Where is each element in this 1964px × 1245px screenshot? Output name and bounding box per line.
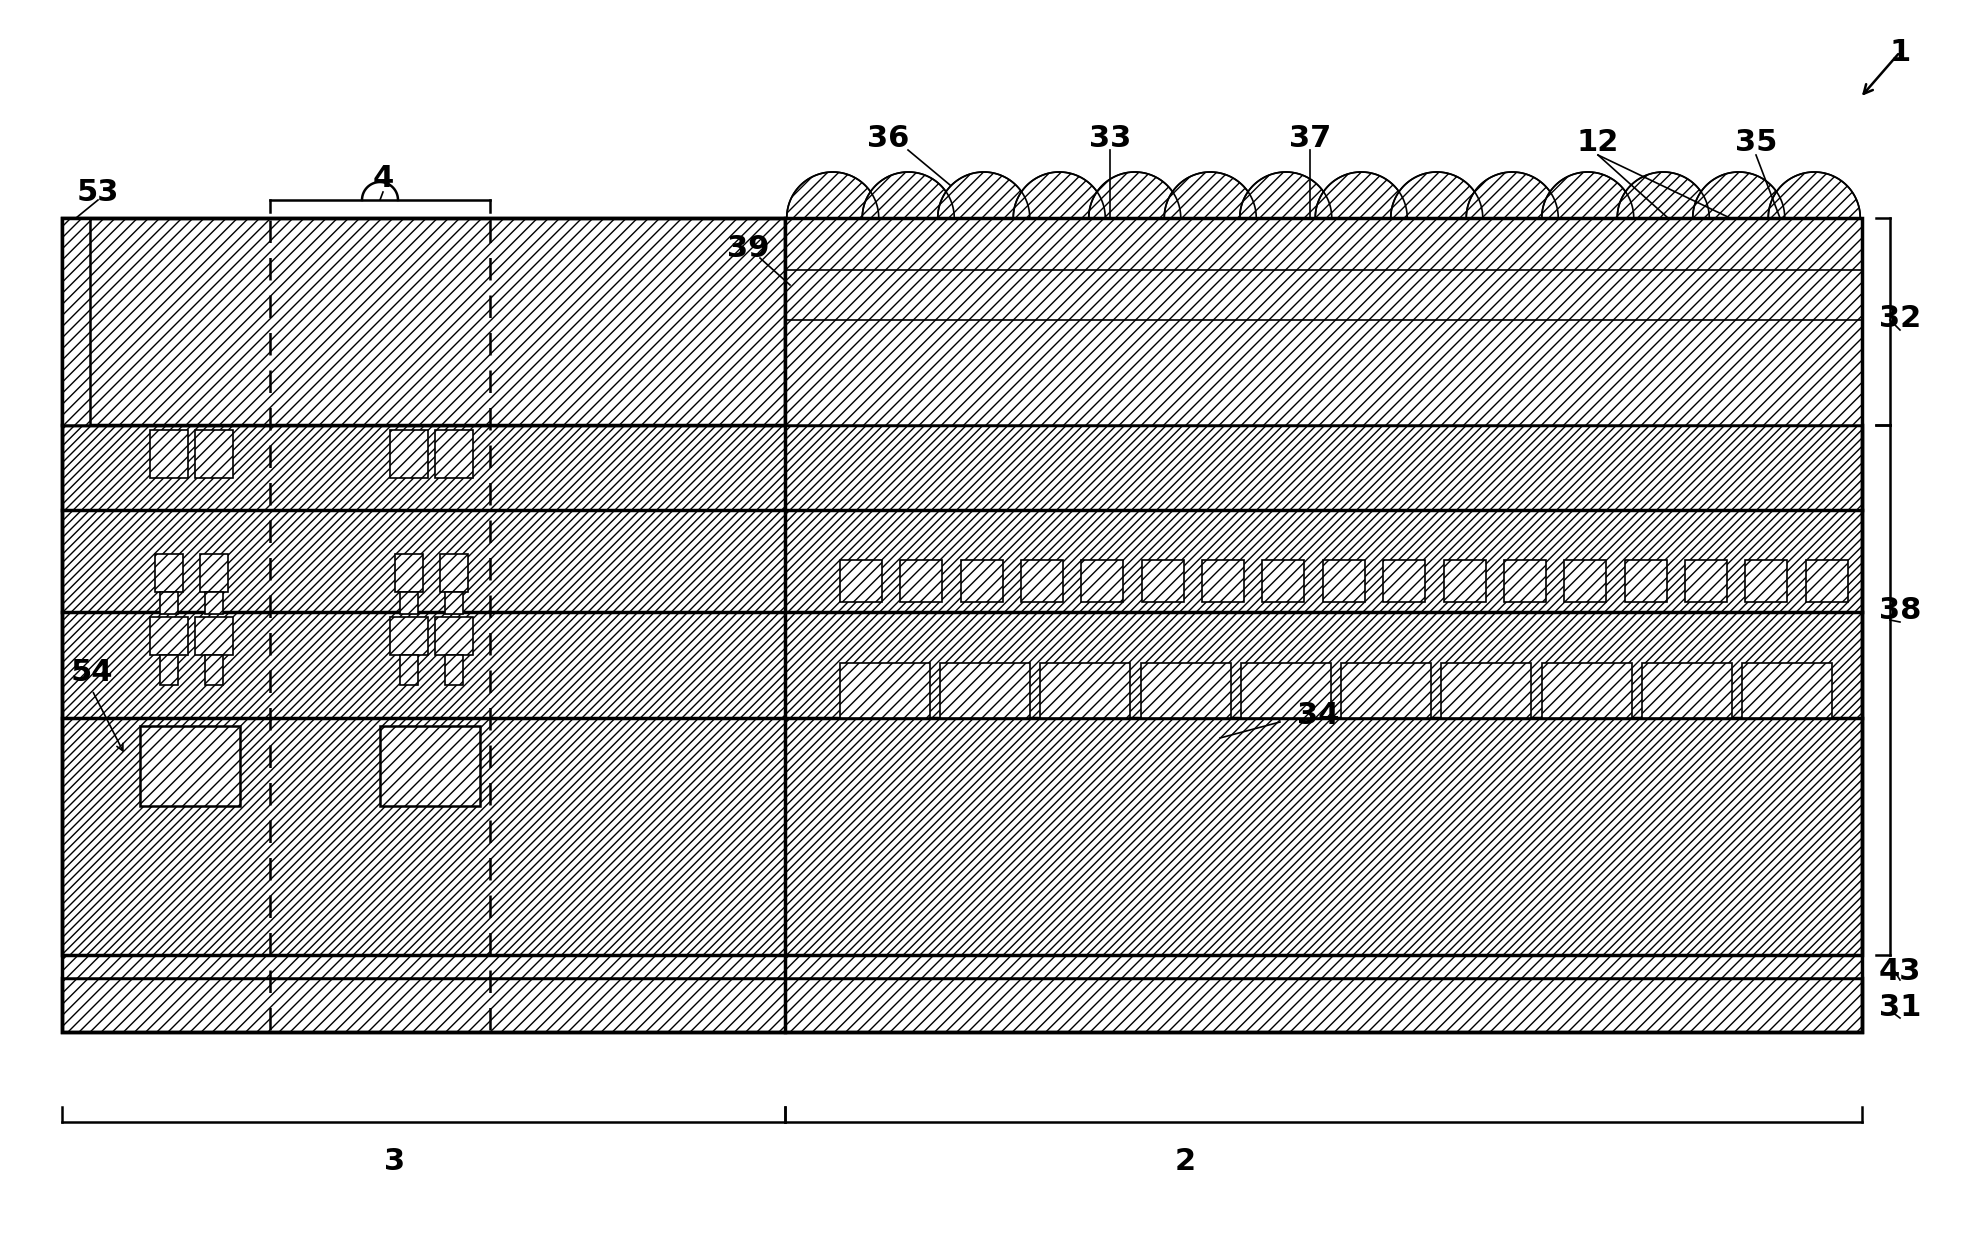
- Polygon shape: [937, 172, 1029, 218]
- Text: 4: 4: [373, 163, 393, 193]
- Text: 32: 32: [1878, 304, 1921, 332]
- Bar: [1563, 560, 1605, 603]
- Bar: [1383, 560, 1424, 603]
- Bar: [200, 554, 228, 593]
- Bar: [1744, 560, 1787, 603]
- Polygon shape: [1013, 172, 1104, 218]
- Bar: [389, 618, 428, 655]
- Bar: [1683, 560, 1726, 603]
- Text: 12: 12: [1575, 127, 1618, 157]
- Bar: [784, 270, 1862, 320]
- Bar: [63, 955, 1862, 979]
- Bar: [839, 560, 882, 603]
- Bar: [444, 593, 464, 614]
- Bar: [900, 560, 943, 603]
- Bar: [839, 664, 929, 718]
- Bar: [434, 430, 473, 478]
- Bar: [204, 593, 222, 614]
- Bar: [1642, 664, 1730, 718]
- Bar: [395, 554, 422, 593]
- Text: 33: 33: [1088, 123, 1131, 152]
- Polygon shape: [1542, 172, 1632, 218]
- Bar: [149, 430, 189, 478]
- Text: 54: 54: [71, 657, 114, 686]
- Bar: [1141, 560, 1182, 603]
- Bar: [960, 560, 1002, 603]
- Polygon shape: [1314, 172, 1406, 218]
- Bar: [379, 726, 479, 806]
- Bar: [139, 726, 240, 806]
- Bar: [1261, 560, 1304, 603]
- Bar: [63, 979, 1862, 1032]
- Bar: [1805, 560, 1846, 603]
- Polygon shape: [1088, 172, 1180, 218]
- Bar: [63, 218, 90, 425]
- Text: 36: 36: [866, 123, 909, 152]
- Text: 37: 37: [1288, 123, 1330, 152]
- Text: 1: 1: [1889, 37, 1909, 66]
- Polygon shape: [1239, 172, 1332, 218]
- Bar: [1542, 664, 1630, 718]
- Bar: [1202, 560, 1243, 603]
- Text: 35: 35: [1734, 127, 1775, 157]
- Bar: [1442, 664, 1530, 718]
- Bar: [440, 554, 467, 593]
- Bar: [444, 655, 464, 685]
- Text: 3: 3: [385, 1148, 405, 1177]
- Bar: [194, 618, 234, 655]
- Bar: [434, 618, 473, 655]
- Bar: [149, 618, 189, 655]
- Bar: [1039, 664, 1129, 718]
- Text: 31: 31: [1878, 994, 1921, 1022]
- Bar: [401, 593, 418, 614]
- Bar: [159, 655, 179, 685]
- Polygon shape: [1465, 172, 1557, 218]
- Polygon shape: [862, 172, 955, 218]
- Text: 39: 39: [727, 234, 768, 263]
- Bar: [1339, 664, 1430, 718]
- Text: 38: 38: [1878, 595, 1921, 625]
- Bar: [194, 430, 234, 478]
- Bar: [1502, 560, 1546, 603]
- Bar: [1080, 560, 1123, 603]
- Bar: [939, 664, 1029, 718]
- Bar: [1139, 664, 1229, 718]
- Polygon shape: [1163, 172, 1255, 218]
- Bar: [784, 218, 1862, 425]
- Bar: [1624, 560, 1665, 603]
- Text: 43: 43: [1878, 957, 1921, 986]
- Bar: [1322, 560, 1365, 603]
- Text: 2: 2: [1174, 1148, 1194, 1177]
- Bar: [159, 593, 179, 614]
- Text: 53: 53: [77, 178, 120, 207]
- Bar: [63, 218, 1862, 1032]
- Bar: [1021, 560, 1063, 603]
- Polygon shape: [1691, 172, 1783, 218]
- Polygon shape: [1391, 172, 1483, 218]
- Polygon shape: [1616, 172, 1709, 218]
- Bar: [1444, 560, 1485, 603]
- Bar: [1239, 664, 1330, 718]
- Bar: [401, 655, 418, 685]
- Bar: [1742, 664, 1830, 718]
- Bar: [155, 554, 183, 593]
- Bar: [204, 655, 222, 685]
- Bar: [63, 218, 784, 425]
- Polygon shape: [1768, 172, 1860, 218]
- Bar: [63, 425, 1862, 955]
- Polygon shape: [786, 172, 878, 218]
- Text: 34: 34: [1296, 701, 1339, 730]
- Bar: [389, 430, 428, 478]
